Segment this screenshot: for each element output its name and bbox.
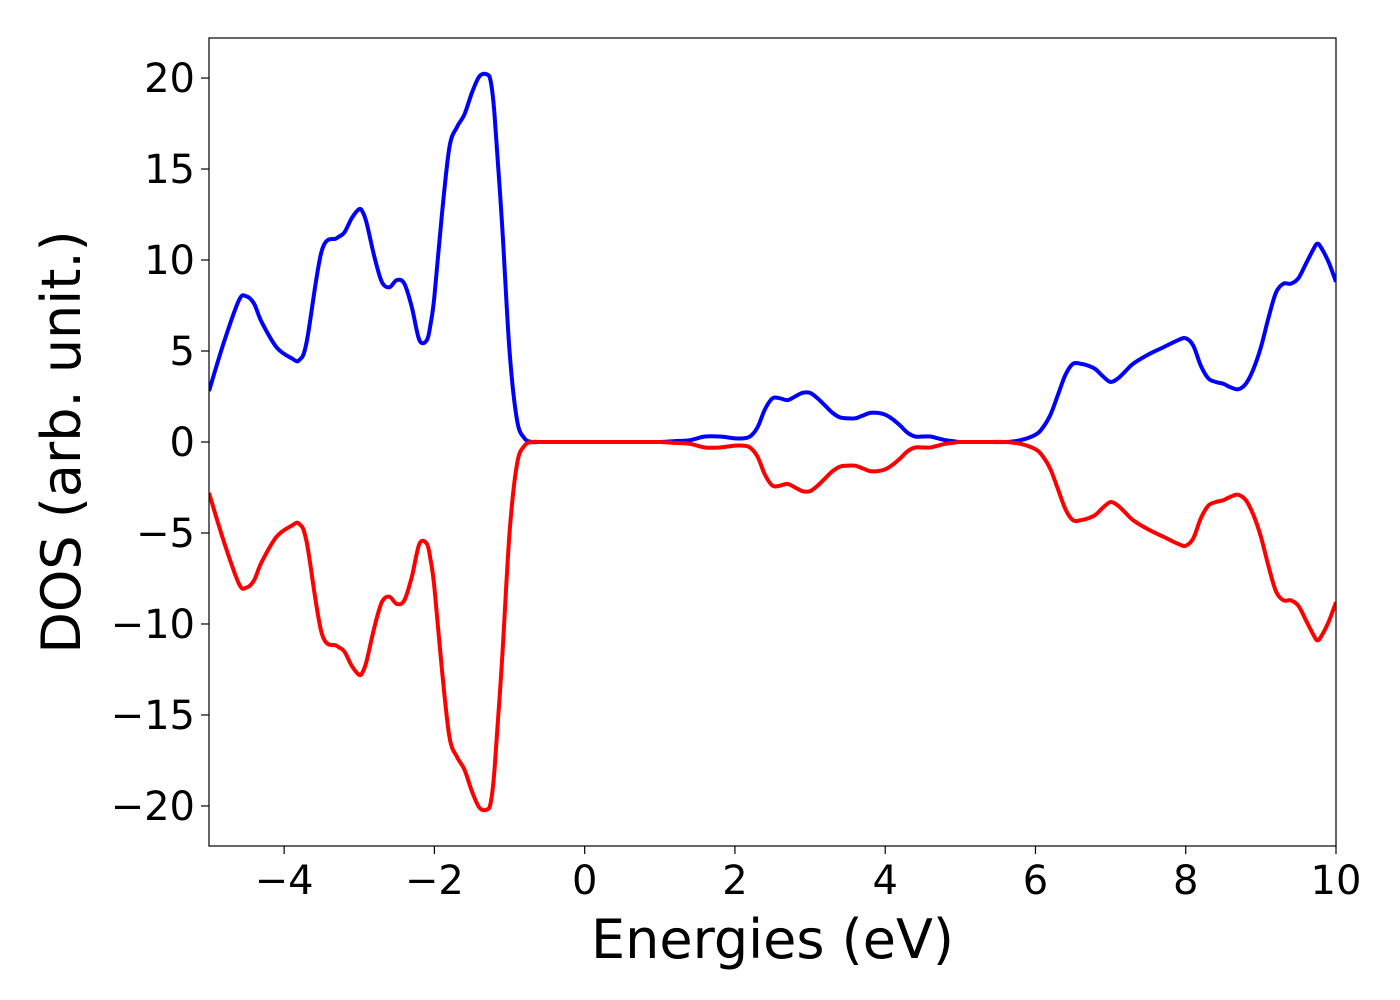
x-tick-label: 6 (1023, 858, 1048, 904)
y-tick-label: −10 (111, 602, 195, 648)
x-tick-label: 10 (1311, 858, 1362, 904)
x-tick-label: 0 (572, 858, 597, 904)
y-tick-label: −20 (111, 784, 195, 830)
x-tick-label: 2 (722, 858, 747, 904)
x-axis-title: Energies (eV) (591, 908, 954, 971)
y-tick-label: 5 (170, 329, 195, 375)
x-tick-label: −4 (255, 858, 314, 904)
y-tick-label: 15 (144, 147, 195, 193)
x-tick-label: 4 (872, 858, 897, 904)
y-tick-label: 0 (170, 420, 195, 466)
series-layer (209, 71, 1336, 813)
y-tick-label: 10 (144, 238, 195, 284)
y-axis-title: DOS (arb. unit.) (30, 230, 93, 653)
x-axis-ticks: −4 −2 0 2 4 6 8 10 (255, 846, 1362, 904)
series-line-red (209, 439, 1336, 813)
y-axis-ticks: 20 15 10 5 0 −5 −10 −15 −20 (111, 56, 209, 830)
y-tick-label: 20 (144, 56, 195, 102)
plot-frame (208, 37, 1337, 847)
x-tick-label: 8 (1173, 858, 1198, 904)
y-tick-label: −15 (111, 693, 195, 739)
series-line-blue (209, 71, 1336, 445)
x-tick-label: −2 (405, 858, 464, 904)
y-tick-label: −5 (136, 511, 195, 557)
